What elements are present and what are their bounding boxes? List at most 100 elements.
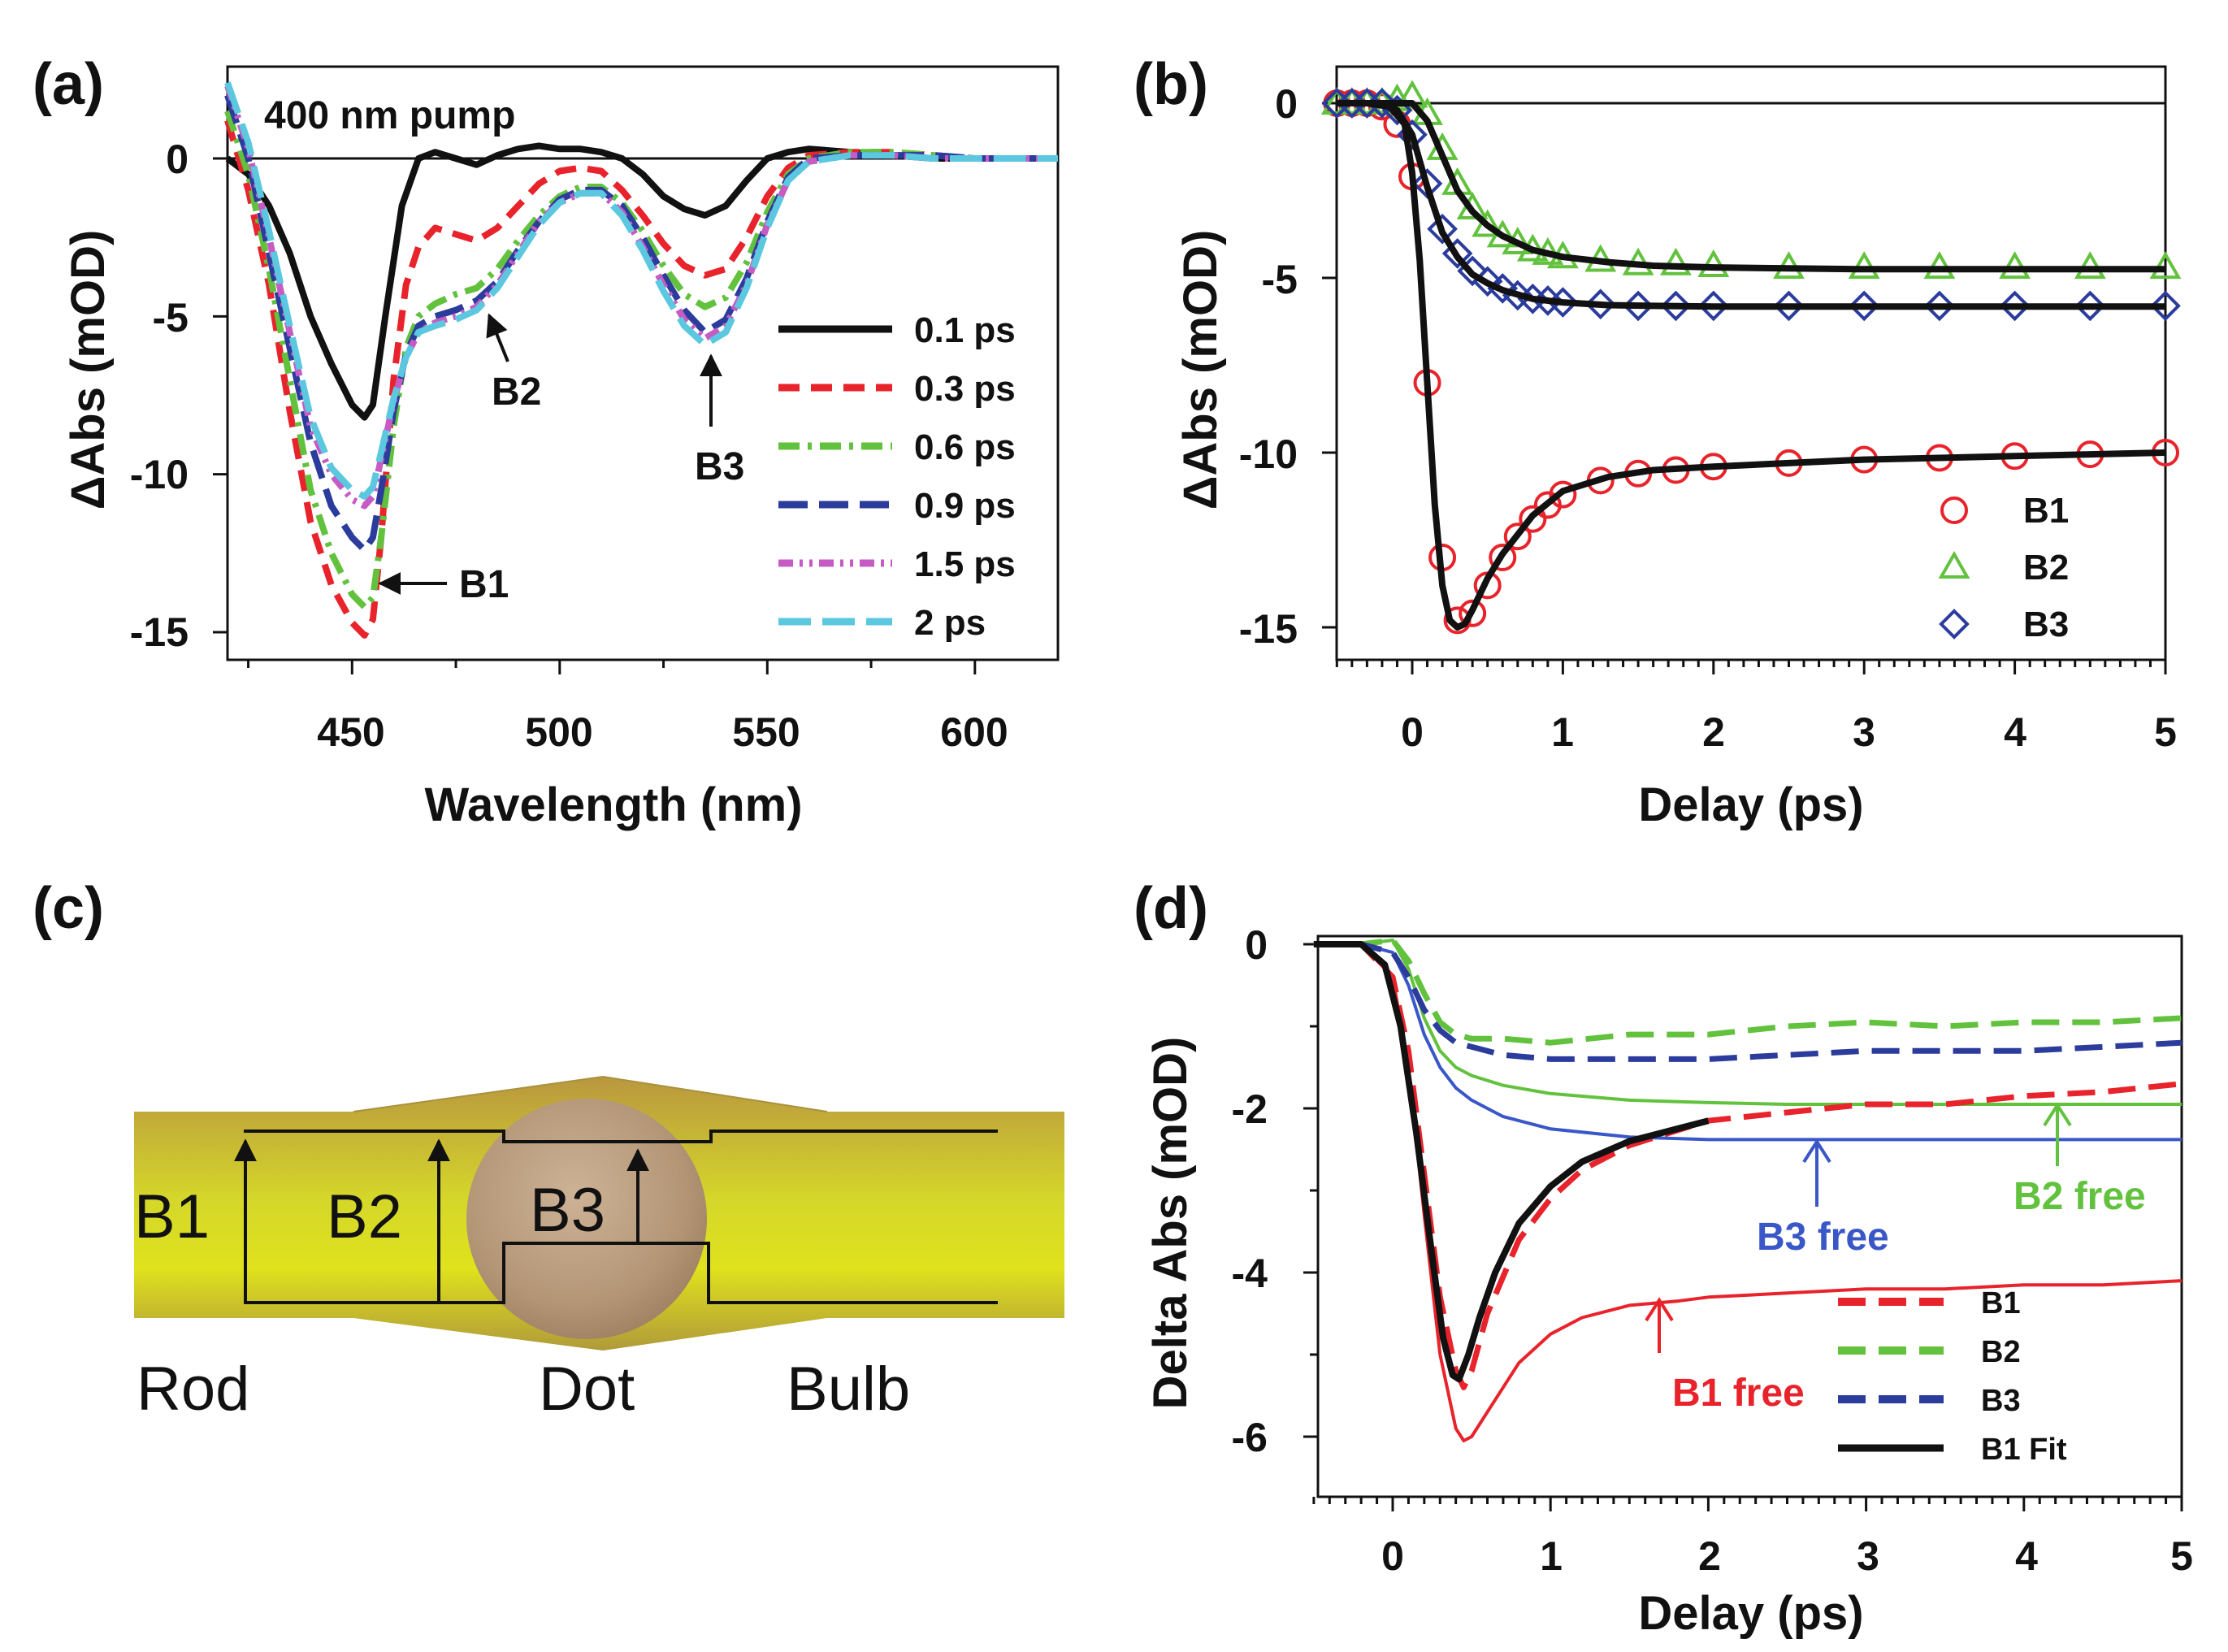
panel-a-series	[224, 81, 1058, 639]
series-0-9-ps-line	[224, 94, 1058, 553]
series-b3-point	[1547, 287, 1579, 318]
panel-d-xtick: 1	[1540, 1533, 1563, 1579]
panel-a-b3-label: B3	[695, 445, 744, 488]
series-2-ps-line	[224, 81, 1058, 500]
panel-a-pump-label: 400 nm pump	[264, 94, 515, 137]
legend-b1-marker	[1940, 496, 1968, 524]
legend-b1-label: B1	[1981, 1286, 2021, 1320]
panel-d-xtick: 5	[2170, 1533, 2193, 1579]
panel-b-ylabel: ΔAbs (mOD)	[1174, 230, 1227, 510]
series-b1-fit-line	[1337, 100, 2166, 631]
panel-a-legend: 0.1 ps 0.3 ps 0.6 ps 0.9 ps 1.5 ps 2 ps	[778, 310, 1016, 643]
panel-b-ytick: -15	[1239, 606, 1298, 652]
panel-a-xtick: 600	[940, 709, 1008, 755]
conduction-band-level	[244, 1130, 998, 1143]
series-b1-point	[1459, 599, 1487, 627]
panel-d: (d) 0 1 2 3 4 5 0 -2 -4 -6 Delay (ps) De…	[1134, 876, 2193, 1640]
series-b3-point	[1441, 238, 1473, 269]
panel-a-b2-arrow	[486, 313, 509, 362]
legend-1-5-ps-label: 1.5 ps	[914, 544, 1016, 584]
panel-b-xtick: 0	[1401, 709, 1424, 755]
series-b2-line	[1313, 937, 2182, 1046]
legend-b2-marker	[1938, 550, 1970, 579]
series-b2-point	[1999, 251, 2031, 280]
series-b3-point	[1697, 290, 1729, 322]
series-b3-point	[1367, 88, 1398, 119]
bulb-label: Bulb	[787, 1355, 910, 1424]
series-b3-point	[1924, 290, 1955, 322]
panel-d-b1-free-label: B1 free	[1672, 1372, 1805, 1415]
series-b3-point	[1427, 213, 1458, 245]
legend-b2-label: B2	[1981, 1335, 2021, 1369]
panel-a-label: (a)	[33, 52, 104, 117]
series-0-6-ps-line	[224, 110, 1058, 610]
panel-a-ytick: -10	[130, 452, 189, 497]
series-b3-point	[1773, 290, 1805, 322]
panel-b-xtick: 5	[2154, 709, 2177, 755]
panel-d-ylabel: Delta Abs (mOD)	[1144, 1037, 1197, 1410]
valence-band-level	[244, 1242, 998, 1304]
series-b3-line	[1313, 941, 2182, 1062]
panel-b-ticks	[1322, 102, 2167, 674]
panel-d-ytick: -4	[1232, 1251, 1268, 1296]
series-b1-fit-line	[1313, 941, 1710, 1383]
panel-a-b1-label: B1	[459, 563, 509, 606]
panel-d-ytick: 0	[1245, 922, 1268, 968]
panel-d-legend: B1 B2 B3 B1 Fit	[1838, 1286, 2067, 1467]
panel-a-ytick: 0	[166, 137, 189, 182]
panel-d-xtick: 3	[1857, 1533, 1879, 1579]
panel-b: (b) 0 1 2 3 4 5 0 -5 -10 -15 Delay (ps) …	[1134, 52, 2182, 831]
panel-d-label: (d)	[1134, 876, 1208, 941]
legend-b3-label: B3	[1981, 1384, 2021, 1418]
panel-b-xtick: 2	[1702, 709, 1725, 755]
panel-b-ytick: -10	[1239, 431, 1298, 477]
series-b3-free-line	[1313, 943, 2182, 1142]
panel-a-xtick: 550	[732, 709, 800, 755]
series-b2-point	[2074, 251, 2106, 280]
series-b1-point	[1519, 505, 1547, 533]
series-b2-point	[1923, 251, 1956, 280]
panel-b-legend: B1 B2 B3	[1938, 491, 2069, 644]
panel-a-ticks	[213, 157, 977, 674]
series-b3-point	[2074, 290, 2106, 322]
series-b2-point	[2149, 251, 2182, 280]
panel-a-ytick: -5	[153, 295, 189, 340]
series-b2-fit-line	[1337, 100, 2165, 273]
series-b1-point	[1549, 480, 1577, 509]
series-b1-point	[1489, 544, 1517, 571]
panel-b-label: (b)	[1134, 52, 1208, 117]
legend-0-9-ps-label: 0.9 ps	[914, 486, 1016, 526]
panel-b-ytick: -5	[1262, 257, 1298, 302]
panel-d-xtick: 0	[1381, 1533, 1404, 1579]
series-b1-line	[1313, 941, 2182, 1390]
series-0-1-ps-line	[225, 142, 1058, 421]
panel-a-frame	[226, 65, 1060, 661]
panel-b-xtick: 1	[1551, 709, 1574, 755]
panel-a-ytick: -15	[130, 609, 189, 655]
series-b3-fit-line	[1337, 100, 2165, 310]
series-b3-point	[1584, 288, 1616, 320]
panel-a-xlabel: Wavelength (nm)	[424, 778, 802, 831]
panel-b-ytick: 0	[1275, 81, 1298, 127]
legend-b1-fit-label: B1 Fit	[1981, 1433, 2067, 1467]
series-b3-point	[1623, 290, 1654, 322]
series-b3-point	[2150, 290, 2181, 322]
b1-label: B1	[134, 1182, 210, 1251]
legend-2-ps-label: 2 ps	[914, 603, 986, 643]
legend-b3-label: B3	[2023, 605, 2069, 644]
panel-c: (c) B1 B2 B3 Rod Dot Bulb	[33, 876, 1064, 1424]
panel-d-b3-free-arrowhead	[1802, 1138, 1831, 1164]
panel-a: (a) 450 500 550 600 0 -5 -10 -15 Wavelen…	[33, 52, 1060, 831]
panel-b-xlabel: Delay (ps)	[1638, 778, 1863, 831]
series-b1-point	[1503, 522, 1532, 551]
panel-d-ytick: -2	[1232, 1086, 1268, 1132]
rod-label: Rod	[137, 1355, 249, 1424]
panel-b-frame	[1335, 65, 2167, 661]
panel-a-ylabel: ΔAbs (mOD)	[62, 230, 115, 510]
panel-b-xtick: 4	[2004, 709, 2026, 755]
panel-d-b2-free-arrowhead	[2043, 1102, 2072, 1127]
series-0-3-ps-line	[224, 119, 1058, 639]
panel-d-frame	[1316, 934, 2183, 1498]
series-b2-point	[1848, 251, 1880, 280]
